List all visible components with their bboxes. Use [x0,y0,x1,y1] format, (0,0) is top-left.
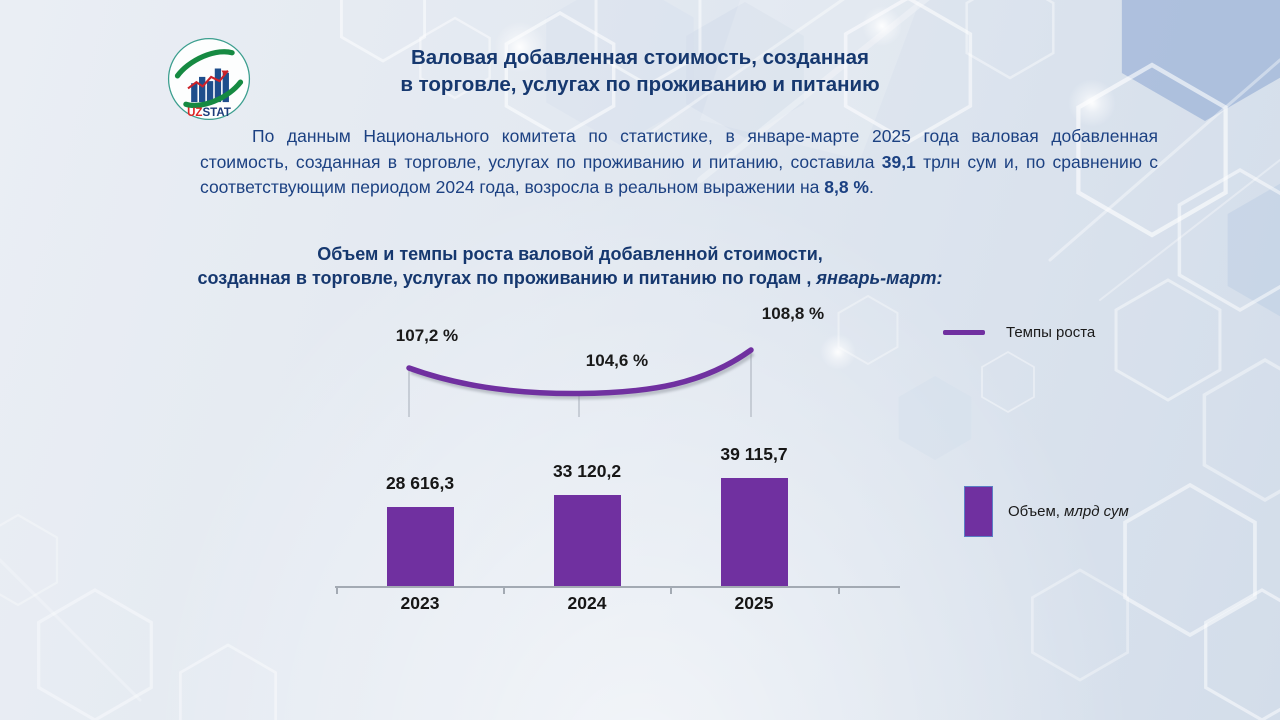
x-tick-label-2023: 2023 [400,593,440,613]
growth-line-series [406,347,755,417]
legend-bar-unit: млрд сум [1064,503,1129,520]
uzstat-logo: UZSTAT [167,37,251,121]
legend-line-label: Темпы роста [1006,324,1096,341]
bar-value-2025: 39 115,7 [720,444,788,464]
logo-swoosh-icon [174,49,244,109]
combo-chart: 107,2 % 104,6 % 108,8 % 28 616,3 33 120,… [330,300,900,620]
x-tick-label-2025: 2025 [734,593,774,613]
bar-2025 [721,478,788,586]
intro-bold-value: 39,1 [881,151,916,172]
x-tick-label-2024: 2024 [567,593,607,613]
growth-line-shadow [410,351,755,400]
page-title-line2: в торговле, услугах по проживанию и пита… [400,73,880,96]
intro-text-3: . [868,177,874,197]
chart-title: Объем и темпы роста валовой добавленной … [130,242,1010,290]
x-axis-tick [838,586,840,594]
bar-2024 [554,495,621,586]
chart-title-period: январь-март: [816,268,943,288]
growth-label-2023: 107,2 % [395,326,459,345]
x-axis-tick [503,586,505,594]
intro-paragraph: По данным Национального комитета по стат… [200,124,1158,201]
growth-line [406,347,754,397]
chart-title-line1: Объем и темпы роста валовой добавленной … [317,244,823,264]
x-axis-tick [670,586,672,594]
intro-bold-percent: 8,8 % [824,177,869,197]
bar-value-2023: 28 616,3 [385,473,455,493]
logo-trend-line-icon [187,69,229,90]
bar-value-2024: 33 120,2 [552,461,622,481]
x-axis-tick [336,586,338,594]
intro-text-1: По данным Национального комитета по стат… [200,126,1158,172]
logo-wordmark: UZSTAT [187,107,231,119]
legend-bar-swatch [964,486,993,537]
intro-text-2: трлн сум и, по сравнению с соответствующ… [200,151,1158,198]
growth-label-2025: 108,8 % [761,304,825,323]
legend-line-swatch [943,330,985,335]
legend-bar-label: Объем, млрд сум [1008,503,1129,520]
growth-label-2024: 104,6 % [585,351,649,370]
page-title: Валовая добавленная стоимость, созданная… [250,44,1030,98]
x-axis [335,586,900,588]
chart-title-line2: созданная в торговле, услугах по прожива… [197,268,943,288]
bar-2023 [387,507,454,586]
logo-bars-icon [191,68,229,103]
page-title-line1: Валовая добавленная стоимость, созданная [410,46,870,69]
